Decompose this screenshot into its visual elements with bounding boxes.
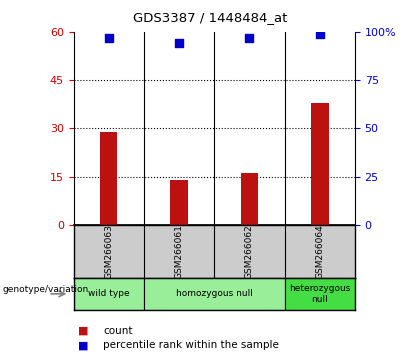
Text: GSM266063: GSM266063 [104, 224, 113, 279]
Text: ■: ■ [78, 340, 88, 350]
Point [316, 31, 323, 36]
Text: count: count [103, 326, 132, 336]
Text: homozygous null: homozygous null [176, 289, 253, 298]
Point [246, 35, 253, 40]
Bar [170, 180, 188, 225]
Text: ■: ■ [78, 326, 88, 336]
Text: GDS3387 / 1448484_at: GDS3387 / 1448484_at [133, 11, 287, 24]
Bar [74, 278, 144, 310]
Bar [241, 173, 258, 225]
Bar [144, 278, 285, 310]
Text: genotype/variation: genotype/variation [2, 285, 88, 294]
Text: GSM266061: GSM266061 [175, 224, 184, 279]
Text: GSM266064: GSM266064 [315, 224, 324, 279]
Bar [285, 278, 355, 310]
Bar [311, 103, 328, 225]
Point [105, 35, 112, 40]
Text: GSM266062: GSM266062 [245, 224, 254, 279]
Text: wild type: wild type [88, 289, 129, 298]
Point [176, 41, 182, 46]
Text: heterozygous
null: heterozygous null [289, 284, 350, 303]
Bar [100, 132, 118, 225]
Text: percentile rank within the sample: percentile rank within the sample [103, 340, 279, 350]
